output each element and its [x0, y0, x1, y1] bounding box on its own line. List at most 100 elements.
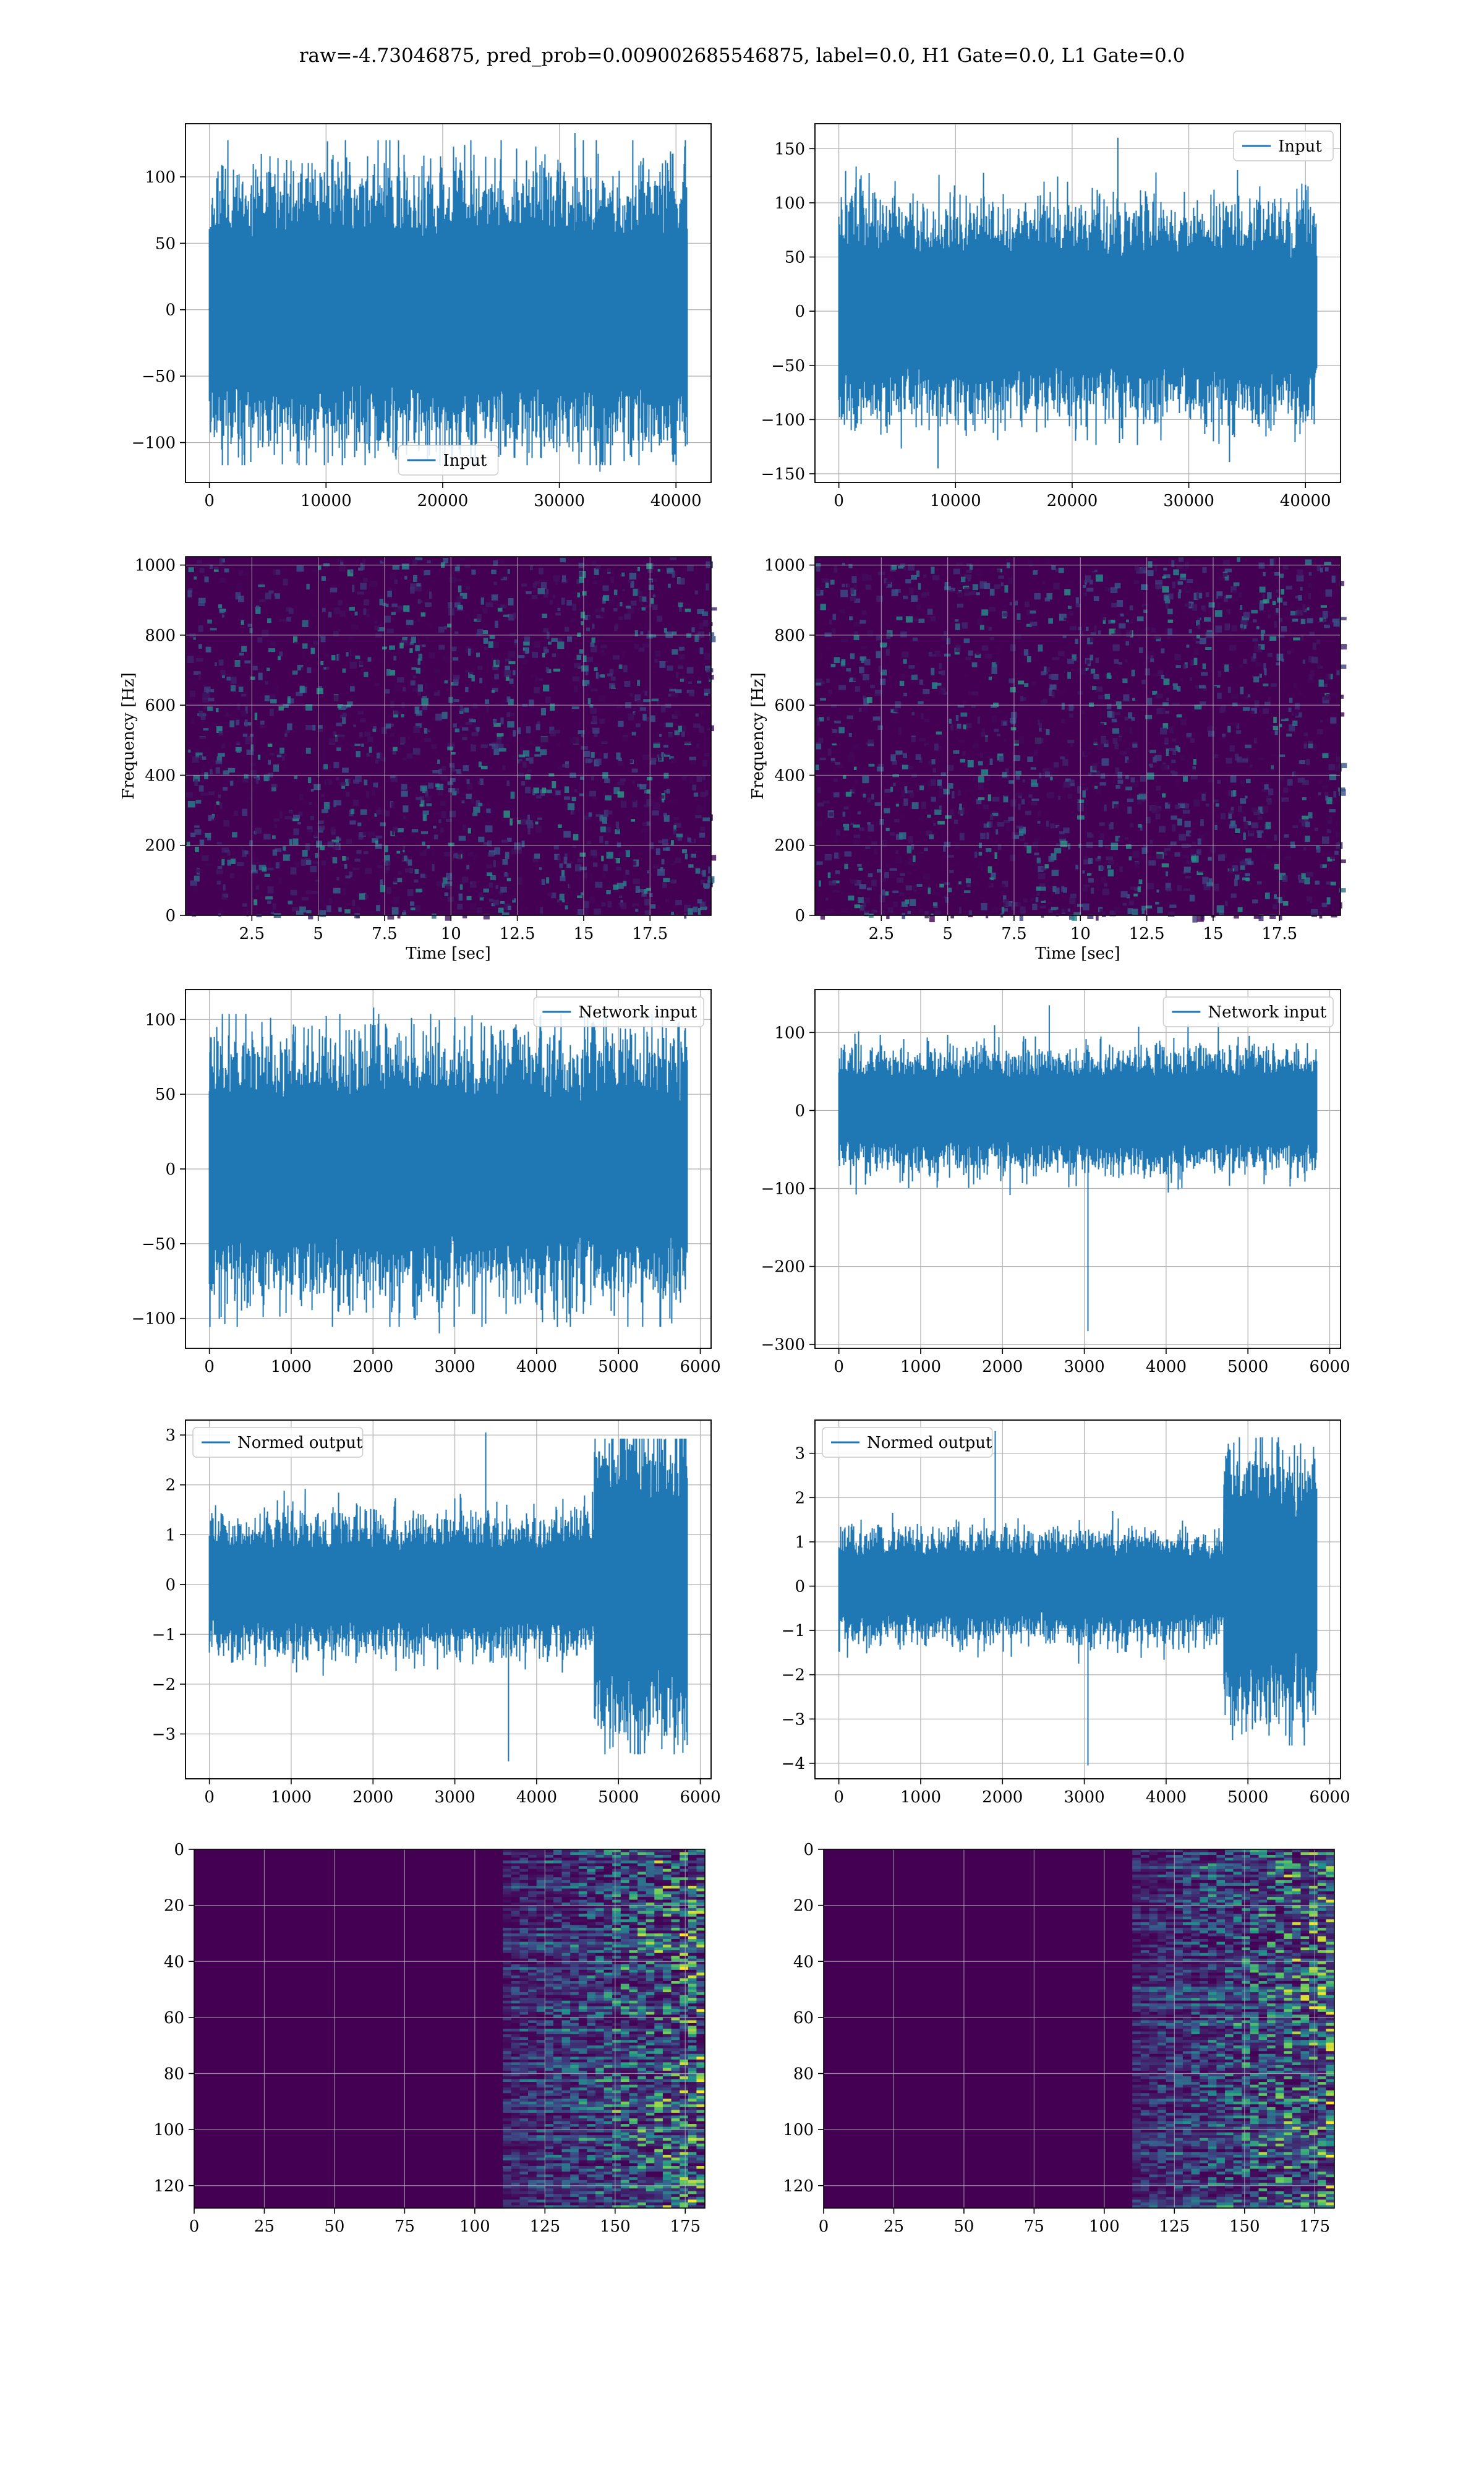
network-input-l1-series-line: [838, 1005, 1318, 1332]
network-input-h1-chart: 0 1000 2000 3000 4000 5000 6000 −100 −50 0 50 100 Ne…: [132, 989, 721, 1376]
normed-output-l1-ytick-label-6: 2: [795, 1489, 805, 1507]
network-input-h1-series-line: [208, 1008, 688, 1333]
normed-output-l1-ytick-label-4: 0: [795, 1578, 805, 1596]
normed-output-h1-ytick-label-5: 2: [165, 1476, 176, 1495]
activation-map-h1-ytick-label-1: 20: [164, 1897, 184, 1915]
input-l1-ytick-label-3: 0: [795, 302, 805, 321]
input-l1-xtick-label-0: 0: [834, 492, 844, 510]
network-input-l1-ytick-label-3: 0: [795, 1102, 805, 1120]
spectrogram-l1-xtick-label-1: 5: [942, 925, 953, 943]
normed-output-h1-xtick-label-1: 1000: [271, 1788, 312, 1807]
spectrogram-l1-ytick-label-1: 200: [774, 837, 805, 855]
network-input-h1-legend-box: [533, 996, 704, 1027]
network-input-l1-legend-box: [1162, 996, 1334, 1027]
network-input-l1-xtick-label-6: 6000: [1309, 1358, 1350, 1376]
activation-map-h1-chart: 0 25 50 75 100 125 150 175 0 20 40 60 80 100 120: [153, 1841, 706, 2236]
input-h1-ytick-label-1: −50: [142, 367, 176, 386]
normed-output-h1-ytick-label-1: −2: [152, 1676, 176, 1694]
activation-map-h1-rows: [503, 1849, 706, 2209]
activation-map-h1-xtick-label-3: 75: [394, 2217, 415, 2236]
normed-output-h1-series-line: [208, 1432, 688, 1761]
input-h1-legend-box: [398, 445, 499, 476]
spectrogram-h1-xtick-label-4: 12.5: [500, 925, 535, 943]
input-l1-ytick-label-6: 150: [774, 140, 805, 158]
input-h1-frame-top: [185, 123, 712, 483]
network-input-l1-ytick-label-1: −200: [761, 1258, 805, 1277]
activation-map-l1-chart: 0 25 50 75 100 125 150 175 0 20 40 60 80 100 120: [783, 1841, 1335, 2236]
activation-map-h1-ytick-label-5: 100: [153, 2121, 184, 2139]
activation-map-l1-xtick-label-0: 0: [819, 2217, 829, 2236]
input-h1-ytick-label-0: −100: [132, 434, 176, 453]
normed-output-l1-ytick-label-2: −2: [782, 1666, 805, 1685]
spectrogram-l1-chart: 2.5 5 7.5 10 12.5 15 17.5 0 200 400 600 800 1000 Time…: [749, 556, 1347, 963]
spectrogram-l1-xtick-label-4: 12.5: [1129, 925, 1165, 943]
activation-map-l1-xtick-label-5: 125: [1159, 2217, 1190, 2236]
spectrogram-h1-ytick-label-1: 200: [145, 837, 176, 855]
spectrogram-l1-speckle: [815, 557, 1347, 923]
spectrogram-h1-ylabel: Frequency [Hz]: [119, 672, 138, 800]
spectrogram-h1-xtick-label-1: 5: [313, 925, 323, 943]
input-h1-chart: 0 10000 20000 30000 40000 −100 −50 0 50 100 Input: [132, 123, 712, 510]
input-l1-xtick-label-1: 10000: [930, 492, 981, 510]
normed-output-l1-ytick-label-3: −1: [782, 1622, 805, 1640]
input-l1-ytick-label-4: 50: [785, 249, 805, 267]
normed-output-h1-legend-label: Normed output: [237, 1434, 363, 1452]
spectrogram-h1-ytick-label-5: 1000: [135, 557, 176, 575]
spectrogram-h1-band: [186, 737, 711, 744]
activation-map-h1-xtick-label-2: 50: [324, 2217, 344, 2236]
input-h1-xtick-label-4: 40000: [650, 492, 702, 510]
input-l1-xtick-label-2: 20000: [1047, 492, 1098, 510]
activation-map-h1-ytick-label-4: 80: [164, 2065, 184, 2084]
normed-output-l1-xtick-label-0: 0: [834, 1788, 844, 1807]
activation-map-h1-ytick-label-6: 120: [153, 2177, 184, 2196]
network-input-l1-frame: [814, 989, 1341, 1349]
network-input-h1-ytick-label-0: −100: [132, 1310, 176, 1329]
spectrogram-l1-xtick-label-6: 17.5: [1261, 925, 1297, 943]
input-l1-xtick-label-3: 30000: [1163, 492, 1214, 510]
normed-output-l1-xtick-label-1: 1000: [900, 1788, 941, 1807]
network-input-l1-xtick-label-5: 5000: [1227, 1358, 1268, 1376]
input-h1-xtick-label-1: 10000: [301, 492, 352, 510]
input-l1-chart: 0 10000 20000 30000 40000 −150 −100 −50 0 50 100 15…: [761, 123, 1341, 510]
spectrogram-l1-ylabel: Frequency [Hz]: [749, 672, 767, 800]
input-l1-ytick-label-1: −100: [761, 411, 805, 429]
spectrogram-l1-xtick-label-3: 10: [1070, 925, 1091, 943]
network-input-l1-xtick-label-0: 0: [834, 1358, 844, 1376]
spectrogram-h1-ytick-label-4: 800: [145, 627, 176, 645]
network-input-h1-ytick-label-1: −50: [142, 1235, 176, 1254]
normed-output-h1-legend-box: [192, 1427, 364, 1458]
input-l1-series-line: [838, 137, 1318, 469]
normed-output-h1-xtick-label-6: 6000: [680, 1788, 720, 1807]
network-input-l1-chart: 0 1000 2000 3000 4000 5000 6000 −300 −200 −100 0 10…: [761, 989, 1350, 1376]
normed-output-h1-ytick-label-4: 1: [165, 1526, 176, 1544]
input-l1-frame-top: [814, 123, 1341, 483]
normed-output-l1-ytick-label-0: −4: [782, 1755, 805, 1773]
activation-map-l1-xtick-label-6: 150: [1229, 2217, 1260, 2236]
activation-map-h1-xtick-label-1: 25: [254, 2217, 275, 2236]
spectrogram-l1-ytick-label-5: 1000: [764, 557, 805, 575]
input-l1-ytick-label-0: −150: [761, 465, 805, 484]
input-h1-ytick-label-4: 100: [145, 168, 176, 187]
spectrogram-h1-speckle: [186, 557, 717, 921]
activation-map-h1-ytick-label-2: 40: [164, 1953, 184, 1971]
activation-map-l1-ytick-label-6: 120: [783, 2177, 814, 2196]
spectrogram-h1-xtick-label-5: 15: [573, 925, 594, 943]
spectrogram-l1-xlabel: Time [sec]: [1035, 944, 1120, 963]
network-input-l1-ytick-label-4: 100: [774, 1024, 805, 1042]
normed-output-h1-chart: 0 1000 2000 3000 4000 5000 6000 −3 −2 −1 0 1 2 3 Norme…: [152, 1419, 721, 1807]
normed-output-l1-chart: 0 1000 2000 3000 4000 5000 6000 −4 −3 −2 −1 0 1 2 3 Nor…: [782, 1419, 1350, 1807]
normed-output-h1-xtick-label-3: 3000: [434, 1788, 475, 1807]
input-l1-ytick-label-2: −50: [771, 357, 805, 375]
spectrogram-h1-xtick-label-0: 2.5: [239, 925, 265, 943]
activation-map-h1-xtick-label-7: 175: [670, 2217, 701, 2236]
activation-map-h1-ytick-label-0: 0: [174, 1841, 184, 1859]
normed-output-l1-ytick-label-1: −3: [782, 1710, 805, 1729]
activation-map-h1-xtick-label-4: 100: [459, 2217, 490, 2236]
normed-output-h1-frame-top: [185, 1419, 712, 1779]
input-h1-series-line: [208, 133, 688, 472]
network-input-l1-ytick-label-2: −100: [761, 1180, 805, 1199]
spectrogram-l1-xtick-label-5: 15: [1203, 925, 1223, 943]
network-input-h1-xtick-label-5: 5000: [598, 1358, 639, 1376]
activation-map-h1-xtick-label-6: 150: [600, 2217, 631, 2236]
activation-map-l1-xtick-label-1: 25: [884, 2217, 904, 2236]
